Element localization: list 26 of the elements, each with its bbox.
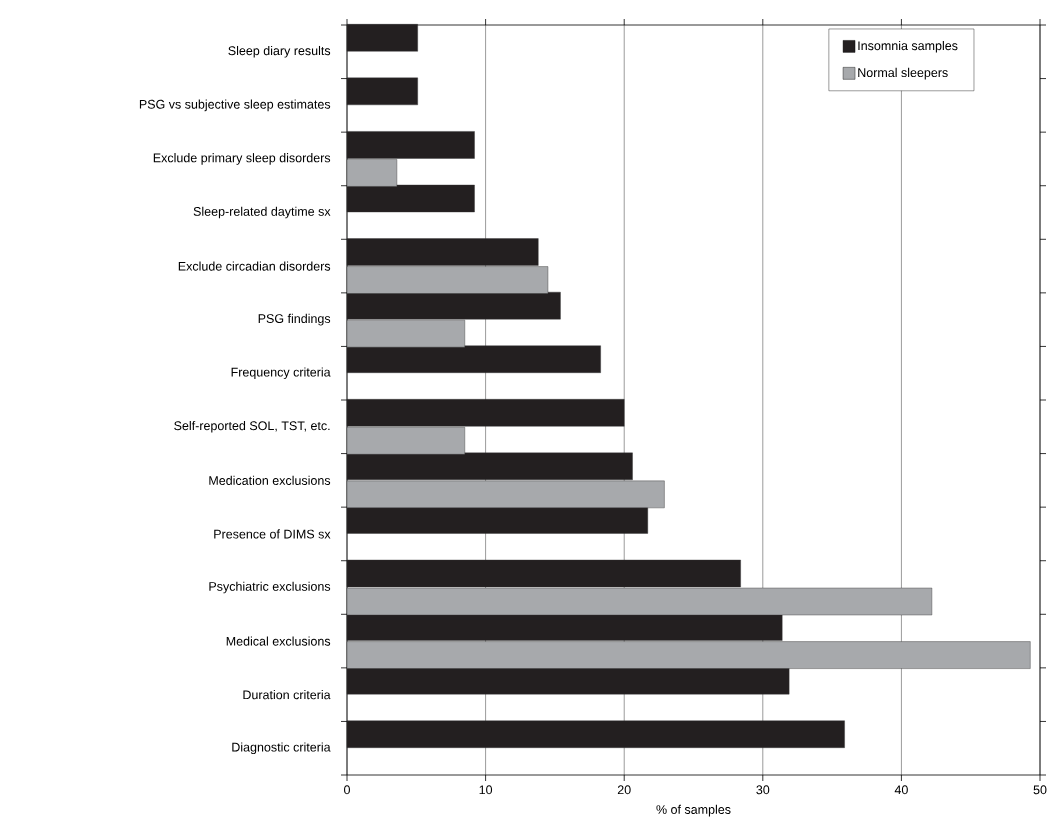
legend-label: Insomnia samples [858, 40, 958, 53]
y-tick-label: Presence of DIMS sx [214, 529, 331, 539]
bar [346, 77, 418, 106]
y-tick-label: Frequency criteria [231, 367, 331, 380]
x-tick-label: 30 [756, 785, 770, 795]
y-tick-label: Sleep-related daytime sx [193, 206, 331, 219]
legend-label: Normal sleepers [858, 67, 948, 80]
y-tick-label: Medical exclusions [226, 636, 331, 646]
y-tick-label: Diagnostic criteria [232, 742, 331, 755]
bar [346, 720, 845, 748]
y-tick-label: Exclude primary sleep disorders [153, 153, 331, 165]
y-tick-label: Duration criteria [243, 690, 331, 700]
y-tick-label: Psychiatric exclusions [209, 581, 331, 594]
y-tick-label: Self-reported SOL, TST, etc. [174, 420, 330, 433]
y-tick-label: PSG findings [258, 313, 331, 326]
x-axis-title: % of samples [656, 804, 731, 817]
y-tick-label: Medication exclusions [209, 475, 331, 485]
y-tick-label: PSG vs subjective sleep estimates [139, 99, 331, 112]
x-tick-label: 20 [617, 785, 631, 795]
x-tick-label: 0 [344, 785, 350, 795]
x-tick-label: 50 [1033, 785, 1047, 795]
y-tick-label: Sleep diary results [228, 45, 331, 58]
x-tick-label: 40 [894, 785, 908, 795]
x-tick-label: 10 [479, 785, 493, 795]
y-tick-label: Exclude circadian disorders [178, 261, 331, 271]
bar [346, 24, 418, 52]
